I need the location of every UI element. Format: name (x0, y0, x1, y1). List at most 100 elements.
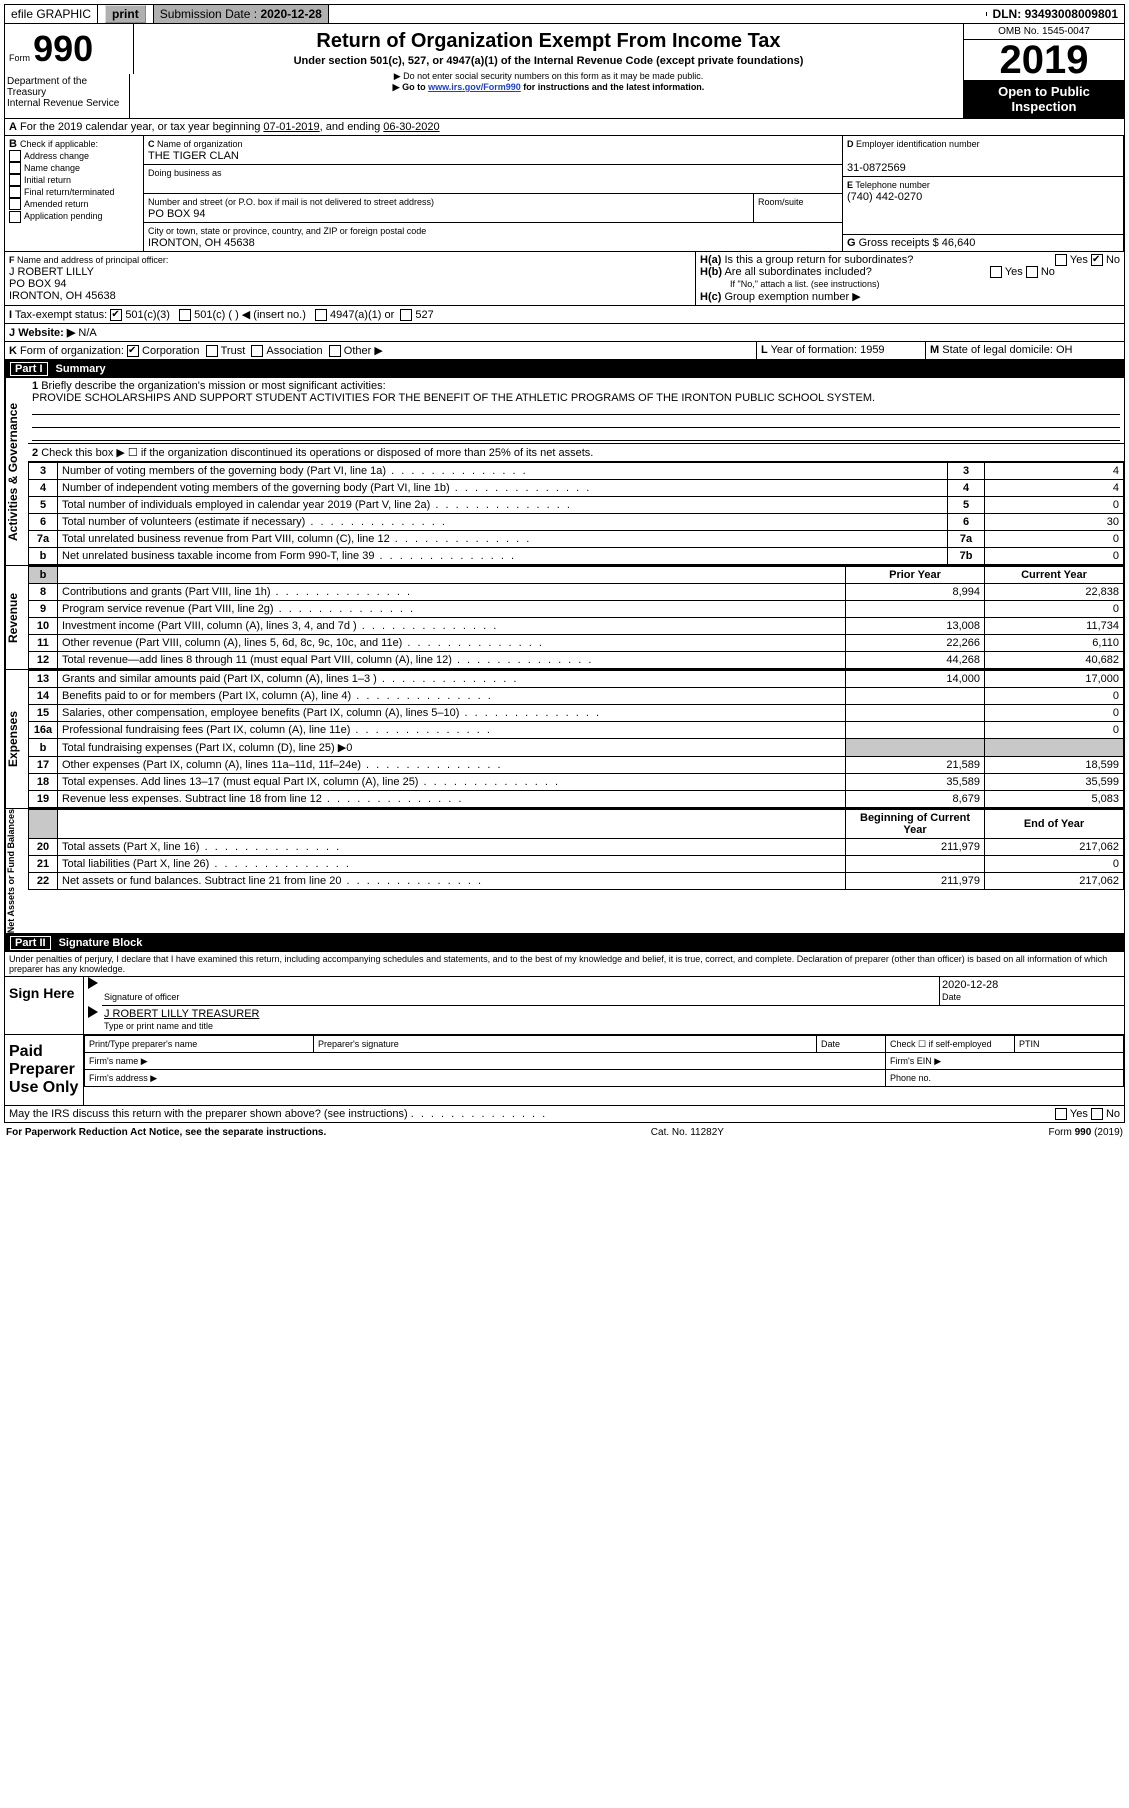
ha-no[interactable] (1091, 254, 1103, 266)
instructions-link[interactable]: www.irs.gov/Form990 (428, 82, 521, 92)
officer-name: J ROBERT LILLY (9, 266, 94, 278)
revenue-table: bPrior YearCurrent Year 8Contributions a… (28, 566, 1124, 669)
checkB-label: Check if applicable: (20, 139, 98, 149)
part2-bar: Part II Signature Block (4, 934, 1125, 952)
other-chk[interactable] (329, 345, 341, 357)
top-nav-bar: efile GRAPHIC print Submission Date : 20… (4, 4, 1125, 24)
prep-name-label: Print/Type preparer's name (89, 1039, 197, 1049)
state-value: OH (1056, 344, 1073, 356)
room-label: Room/suite (758, 197, 804, 207)
sign-here-label: Sign Here (5, 977, 84, 1034)
org-name: THE TIGER CLAN (148, 150, 239, 162)
tax-year-line: A For the 2019 calendar year, or tax yea… (4, 119, 1125, 136)
mission-text: PROVIDE SCHOLARSHIPS AND SUPPORT STUDENT… (32, 392, 875, 404)
officer-label: Name and address of principal officer: (17, 255, 168, 265)
city-label: City or town, state or province, country… (148, 226, 426, 236)
submission-date-label: Submission Date : (160, 7, 257, 21)
addr-change-chk[interactable] (9, 150, 21, 162)
phone-no-label: Phone no. (890, 1073, 931, 1083)
prior-year-hdr: Prior Year (846, 567, 985, 584)
amended-chk[interactable] (9, 198, 21, 210)
year-form-value: 1959 (860, 344, 884, 356)
expenses-table: 13Grants and similar amounts paid (Part … (28, 670, 1124, 808)
gross-value: 46,640 (942, 237, 976, 249)
activities-table: 3Number of voting members of the governi… (28, 462, 1124, 565)
ha-question: Is this a group return for subordinates? (724, 254, 913, 266)
corp-chk[interactable] (127, 345, 139, 357)
tax-year: 2019 (964, 40, 1124, 80)
print-button[interactable]: print (105, 5, 146, 23)
website-value: N/A (78, 327, 96, 339)
formorg-label: Form of organization: (20, 345, 124, 357)
gross-label: Gross receipts $ (859, 237, 939, 249)
ptin-label: PTIN (1019, 1039, 1040, 1049)
tax-status-label: Tax-exempt status: (15, 309, 107, 321)
name-change-chk[interactable] (9, 162, 21, 174)
part2-label: Part II (10, 936, 51, 950)
form-title: Return of Organization Exempt From Incom… (142, 30, 955, 53)
beg-year-hdr: Beginning of Current Year (846, 810, 985, 839)
cat-no: Cat. No. 11282Y (651, 1127, 724, 1138)
officer-printed-name: J ROBERT LILLY TREASURER (104, 1008, 259, 1020)
firm-addr-label: Firm's address ▶ (89, 1073, 157, 1083)
firm-ein-label: Firm's EIN ▶ (890, 1056, 941, 1066)
part2-name: Signature Block (59, 937, 143, 949)
efile-label: efile GRAPHIC (5, 5, 98, 23)
4947-chk[interactable] (315, 309, 327, 321)
arrow-icon (88, 977, 98, 989)
year-mid: , and ending (320, 121, 384, 133)
firm-name-label: Firm's name ▶ (89, 1056, 148, 1066)
addr-label: Number and street (or P.O. box if mail i… (148, 197, 434, 207)
dln-label: DLN: (993, 7, 1022, 21)
initial-return-chk[interactable] (9, 174, 21, 186)
trust-chk[interactable] (206, 345, 218, 357)
paid-preparer-label: Paid Preparer Use Only (5, 1035, 84, 1105)
submission-date: 2020-12-28 (260, 7, 321, 21)
sig-officer-label: Signature of officer (104, 992, 179, 1002)
prep-sig-label: Preparer's signature (318, 1039, 399, 1049)
officer-addr: PO BOX 94 (9, 278, 66, 290)
hb-question: Are all subordinates included? (724, 266, 871, 278)
preparer-table: Print/Type preparer's name Preparer's si… (84, 1035, 1124, 1087)
501c3-chk[interactable] (110, 309, 122, 321)
org-name-label: Name of organization (157, 139, 243, 149)
paperwork-notice: For Paperwork Reduction Act Notice, see … (6, 1127, 326, 1138)
website-label: Website: ▶ (18, 327, 75, 339)
discuss-no[interactable] (1091, 1108, 1103, 1120)
declaration-text: Under penalties of perjury, I declare th… (5, 952, 1124, 976)
goto-pre: ▶ Go to (393, 82, 428, 92)
assoc-chk[interactable] (251, 345, 263, 357)
hb-yes[interactable] (990, 266, 1002, 278)
type-name-label: Type or print name and title (104, 1021, 213, 1031)
end-year-hdr: End of Year (985, 810, 1124, 839)
year-begin: 07-01-2019 (263, 121, 319, 133)
dba-label: Doing business as (148, 168, 222, 178)
501c-chk[interactable] (179, 309, 191, 321)
line2-text: Check this box ▶ ☐ if the organization d… (41, 447, 593, 459)
form-header: Form 990 Department of the Treasury Inte… (4, 24, 1125, 119)
part1-bar: Part I Summary (4, 360, 1125, 378)
phone-value: (740) 442-0270 (847, 191, 922, 203)
part1-name: Summary (56, 363, 106, 375)
form-label: Form (9, 53, 30, 63)
department-label: Department of the Treasury Internal Reve… (5, 74, 130, 118)
ha-yes[interactable] (1055, 254, 1067, 266)
addr-value: PO BOX 94 (148, 208, 205, 220)
date-label: Date (942, 992, 961, 1002)
self-employed-label: Check ☐ if self-employed (890, 1039, 992, 1049)
curr-year-hdr: Current Year (985, 567, 1124, 584)
527-chk[interactable] (400, 309, 412, 321)
part1-label: Part I (10, 362, 48, 376)
phone-label: Telephone number (855, 180, 930, 190)
netassets-table: Beginning of Current YearEnd of Year 20T… (28, 809, 1124, 890)
expenses-vlabel: Expenses (5, 670, 28, 808)
discuss-yes[interactable] (1055, 1108, 1067, 1120)
hb-no[interactable] (1026, 266, 1038, 278)
open-public-badge: Open to Public Inspection (964, 80, 1124, 118)
form-subtitle: Under section 501(c), 527, or 4947(a)(1)… (142, 55, 955, 67)
app-pending-chk[interactable] (9, 211, 21, 223)
officer-city: IRONTON, OH 45638 (9, 290, 116, 302)
ssn-note: ▶ Do not enter social security numbers o… (142, 71, 955, 82)
final-return-chk[interactable] (9, 186, 21, 198)
sig-date: 2020-12-28 (942, 979, 998, 991)
